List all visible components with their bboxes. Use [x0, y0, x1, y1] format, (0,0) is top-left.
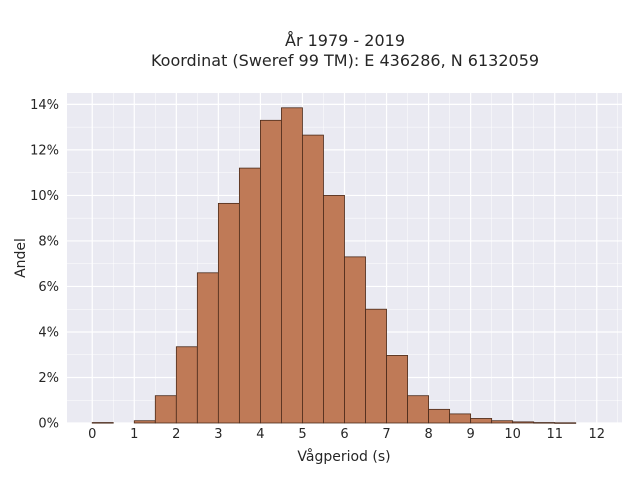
histogram-bar	[491, 420, 514, 424]
histogram-bar	[302, 134, 324, 424]
x-tick-label: 12	[588, 427, 605, 442]
x-tick-label: 4	[256, 427, 264, 442]
x-tick-label: 8	[424, 427, 432, 442]
histogram-bar	[196, 272, 219, 424]
y-tick-label: 0%	[38, 417, 59, 432]
histogram-bar	[217, 202, 240, 424]
bars	[91, 107, 577, 424]
chart-title-line-2: Koordinat (Sweref 99 TM): E 436286, N 61…	[151, 51, 539, 70]
histogram-bar	[91, 422, 114, 424]
y-tick-label: 10%	[30, 189, 59, 204]
y-tick-label: 14%	[30, 98, 59, 113]
y-tick-label: 6%	[38, 280, 59, 295]
histogram-bar	[175, 346, 198, 424]
histogram-bar	[344, 256, 366, 424]
x-tick-label: 11	[546, 427, 563, 442]
histogram-bar	[260, 119, 282, 424]
histogram-bar	[281, 107, 303, 424]
histogram-bar	[323, 195, 345, 424]
x-tick-label: 5	[298, 427, 306, 442]
histogram-bar	[407, 395, 429, 424]
tick-labels: 0%2%4%6%8%10%12%14%0 1 2 3 4 5 6 7 8 9 10 11 12	[30, 98, 605, 442]
y-tick-label: 2%	[38, 371, 59, 386]
histogram-bar	[554, 422, 577, 424]
y-tick-label: 4%	[38, 325, 59, 340]
histogram-bar	[238, 167, 261, 424]
histogram-bar	[154, 395, 177, 424]
y-axis-label: Andel	[13, 238, 29, 278]
histogram-bar	[470, 418, 493, 424]
x-tick-label: 0	[88, 427, 96, 442]
y-tick-label: 12%	[30, 143, 59, 158]
histogram-bar	[449, 413, 472, 424]
x-tick-label: 3	[214, 427, 222, 442]
histogram-bar	[533, 422, 556, 424]
x-tick-label: 1	[130, 427, 138, 442]
histogram-bar	[428, 408, 451, 424]
histogram-bar	[386, 355, 408, 424]
x-tick-label: 9	[466, 427, 474, 442]
y-tick-label: 8%	[38, 234, 59, 249]
histogram-bar	[365, 308, 387, 424]
x-tick-label: 6	[340, 427, 348, 442]
histogram-bar	[133, 420, 156, 424]
x-tick-label: 7	[382, 427, 390, 442]
histogram-bar	[512, 421, 535, 424]
x-tick-label: 2	[172, 427, 180, 442]
x-tick-label: 10	[504, 427, 521, 442]
chart-title-line-1: År 1979 - 2019	[285, 31, 405, 50]
x-axis-label: Vågperiod (s)	[297, 448, 390, 465]
